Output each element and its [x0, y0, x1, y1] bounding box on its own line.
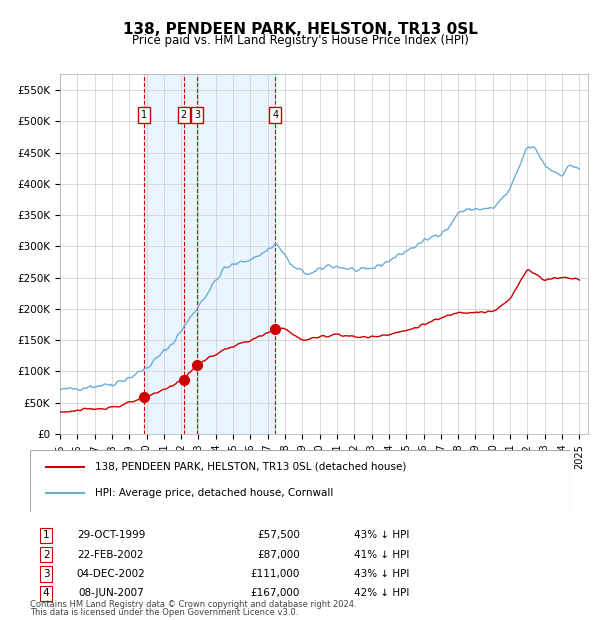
Text: 42% ↓ HPI: 42% ↓ HPI: [354, 588, 409, 598]
Text: 1: 1: [43, 530, 50, 540]
Text: 138, PENDEEN PARK, HELSTON, TR13 0SL: 138, PENDEEN PARK, HELSTON, TR13 0SL: [122, 22, 478, 37]
Text: 2: 2: [181, 110, 187, 120]
Text: £167,000: £167,000: [251, 588, 300, 598]
Text: 04-DEC-2002: 04-DEC-2002: [77, 569, 145, 579]
Text: 1: 1: [140, 110, 146, 120]
Text: 4: 4: [43, 588, 50, 598]
Text: This data is licensed under the Open Government Licence v3.0.: This data is licensed under the Open Gov…: [30, 608, 298, 617]
Text: 41% ↓ HPI: 41% ↓ HPI: [354, 550, 409, 560]
Text: £57,500: £57,500: [257, 530, 300, 540]
Text: 22-FEB-2002: 22-FEB-2002: [78, 550, 144, 560]
Text: 2: 2: [43, 550, 50, 560]
Text: 43% ↓ HPI: 43% ↓ HPI: [354, 530, 409, 540]
Text: 43% ↓ HPI: 43% ↓ HPI: [354, 569, 409, 579]
Text: Price paid vs. HM Land Registry's House Price Index (HPI): Price paid vs. HM Land Registry's House …: [131, 34, 469, 47]
Text: 3: 3: [194, 110, 200, 120]
Text: Contains HM Land Registry data © Crown copyright and database right 2024.: Contains HM Land Registry data © Crown c…: [30, 600, 356, 609]
Text: 3: 3: [43, 569, 50, 579]
Text: 4: 4: [272, 110, 278, 120]
Text: HPI: Average price, detached house, Cornwall: HPI: Average price, detached house, Corn…: [95, 488, 333, 498]
Text: 29-OCT-1999: 29-OCT-1999: [77, 530, 145, 540]
FancyBboxPatch shape: [30, 450, 570, 512]
Text: £111,000: £111,000: [251, 569, 300, 579]
Text: £87,000: £87,000: [257, 550, 300, 560]
Text: 08-JUN-2007: 08-JUN-2007: [78, 588, 144, 598]
Bar: [143, 74, 275, 434]
Text: 138, PENDEEN PARK, HELSTON, TR13 0SL (detached house): 138, PENDEEN PARK, HELSTON, TR13 0SL (de…: [95, 462, 406, 472]
